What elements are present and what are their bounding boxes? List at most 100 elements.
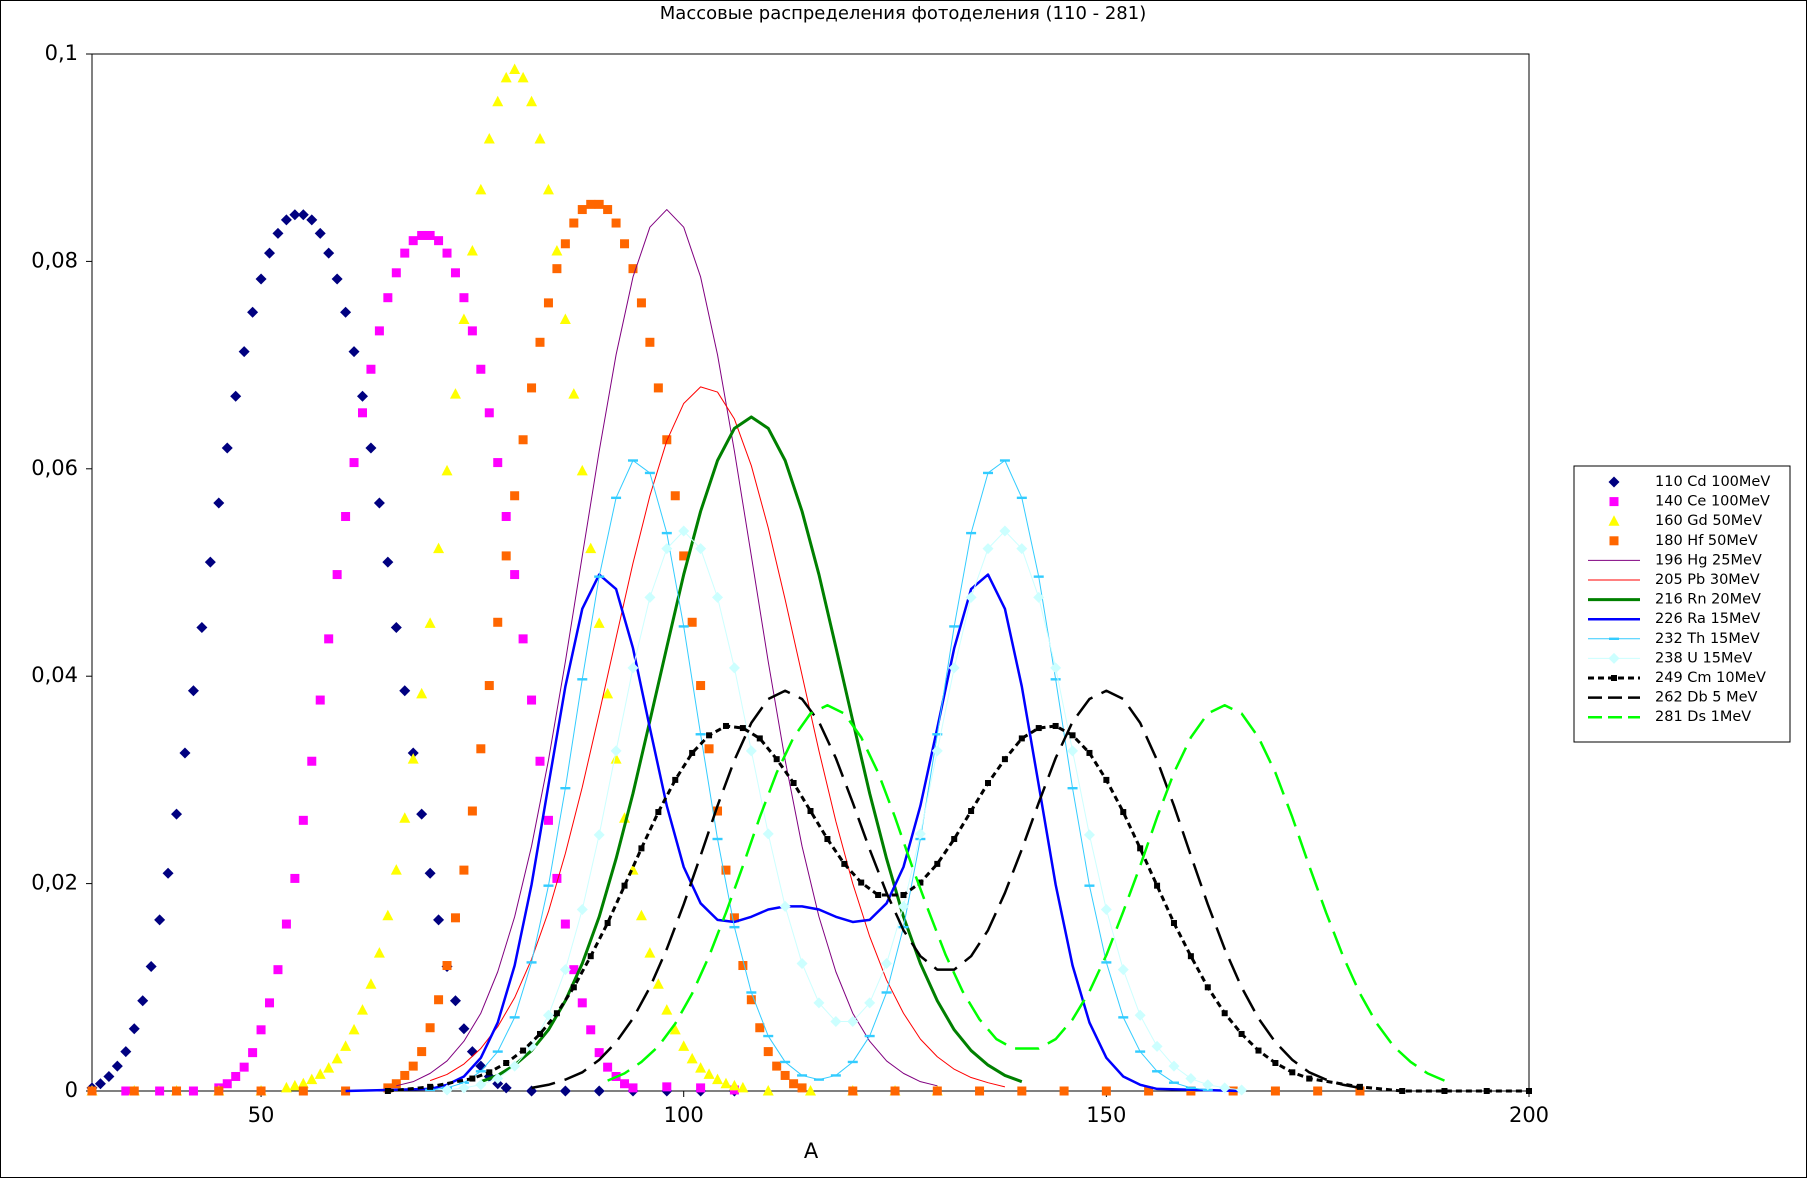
point (552, 264, 562, 274)
point (154, 914, 166, 926)
point (1168, 1060, 1180, 1072)
series-line (396, 209, 938, 1087)
point (881, 957, 893, 969)
point (492, 1050, 503, 1053)
point (551, 245, 563, 256)
point (897, 900, 909, 912)
point (728, 662, 740, 674)
point (297, 1077, 309, 1089)
point (408, 1061, 418, 1071)
point (1185, 1073, 1197, 1085)
point (1001, 756, 1008, 763)
point (1135, 1050, 1146, 1053)
point (1219, 1082, 1231, 1094)
point (737, 1081, 749, 1093)
point (427, 1083, 434, 1090)
y-tick-label: 0 (65, 1078, 78, 1102)
point (780, 1070, 790, 1080)
point (1059, 1086, 1069, 1096)
point (255, 273, 267, 285)
point (520, 1047, 527, 1054)
point (1355, 1086, 1365, 1096)
point (610, 745, 622, 757)
point (483, 133, 495, 144)
point (881, 991, 892, 994)
point (706, 732, 713, 739)
series-line (429, 386, 1006, 1088)
point (652, 978, 664, 989)
point (982, 543, 994, 555)
legend-label: 262 Db 5 MeV (1655, 690, 1758, 706)
point (670, 491, 680, 501)
point (315, 695, 325, 705)
point (340, 1040, 352, 1051)
point (1050, 678, 1061, 681)
point (390, 621, 402, 633)
point (238, 346, 250, 358)
point (807, 808, 814, 815)
point (280, 1081, 292, 1093)
point (256, 1086, 266, 1096)
point (94, 1078, 106, 1090)
point (1018, 735, 1025, 742)
point (678, 625, 689, 628)
point (383, 293, 393, 303)
point (1202, 1079, 1214, 1091)
point (1306, 1075, 1313, 1082)
point (729, 913, 739, 923)
point (797, 1074, 808, 1077)
point (503, 1060, 510, 1067)
point (686, 1052, 698, 1064)
point (1221, 1010, 1228, 1017)
point (424, 617, 436, 628)
point (87, 1086, 97, 1096)
point (526, 95, 538, 107)
legend-marker (1611, 675, 1617, 681)
point (187, 685, 199, 697)
point (689, 749, 696, 756)
point (553, 1010, 560, 1017)
point (1120, 809, 1127, 816)
point (569, 965, 579, 975)
point (620, 239, 630, 249)
point (917, 879, 924, 886)
point (968, 808, 975, 815)
point (593, 829, 605, 841)
point (543, 298, 553, 308)
point (509, 1016, 520, 1019)
point (739, 725, 746, 732)
point (543, 884, 554, 887)
point (559, 964, 571, 976)
series-line (607, 703, 1445, 1082)
point (841, 860, 848, 867)
legend-marker (1609, 497, 1619, 507)
point (247, 306, 259, 318)
point (416, 808, 428, 820)
point (348, 346, 360, 358)
point (248, 1048, 258, 1058)
point (493, 458, 503, 468)
point (890, 1086, 900, 1096)
point (1399, 1088, 1406, 1094)
point (713, 806, 723, 816)
point (576, 464, 588, 476)
point (712, 591, 724, 603)
x-tick-label: 50 (248, 1103, 275, 1127)
point (762, 1085, 774, 1096)
point (1101, 961, 1112, 964)
point (975, 1086, 985, 1096)
point (627, 459, 638, 462)
point (469, 1075, 476, 1082)
point (645, 337, 655, 347)
point (611, 218, 621, 228)
point (1168, 1081, 1179, 1084)
point (985, 780, 992, 787)
point (762, 828, 774, 840)
point (560, 239, 570, 249)
point (509, 63, 521, 75)
point (610, 753, 622, 764)
point (458, 1023, 470, 1035)
legend-marker (1608, 515, 1620, 526)
point (475, 1070, 486, 1073)
